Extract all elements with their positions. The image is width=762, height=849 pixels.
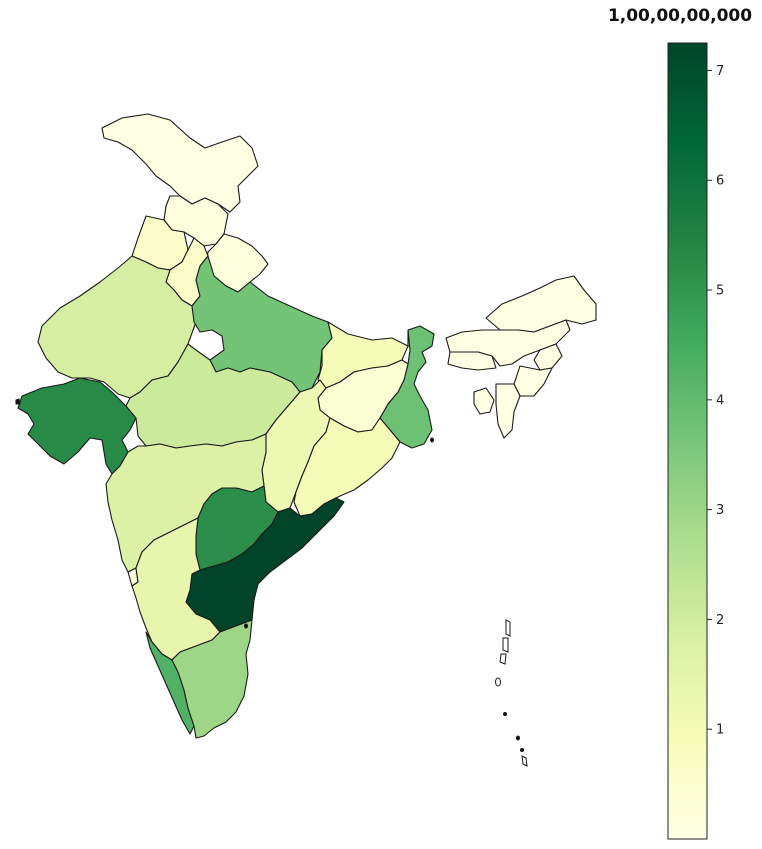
- colorbar-tick-label: 3: [716, 503, 724, 518]
- coastal-dot: [430, 437, 434, 443]
- region-group: [17, 113, 597, 739]
- lakshadweep-dot: [15, 398, 21, 405]
- region-jammu-and-kashmir: [101, 113, 259, 213]
- colorbar-tick-label: 7: [716, 64, 724, 79]
- nicobar-island: [503, 712, 507, 716]
- colorbar-title: 1,00,00,00,000: [607, 6, 753, 26]
- nicobar-island: [520, 748, 524, 752]
- andaman-island: [502, 637, 509, 653]
- nicobar-island: [521, 755, 528, 767]
- region-meghalaya: [447, 351, 497, 371]
- region-manipur: [513, 365, 553, 397]
- island-group: [15, 398, 528, 767]
- colorbar-tick-label: 6: [716, 174, 724, 189]
- colorbar-tick-label: 5: [716, 284, 724, 299]
- nicobar-island: [516, 735, 520, 741]
- india-choropleth-map: [15, 113, 597, 767]
- colorbar-gradient: [667, 42, 708, 840]
- colorbar-tick-label: 1: [716, 723, 724, 738]
- coastal-dot: [244, 623, 248, 629]
- andaman-island: [505, 619, 511, 637]
- colorbar-ticks: 1 2 3 4 5 6 7: [707, 64, 724, 738]
- region-tamil-nadu: [171, 619, 253, 739]
- region-odisha: [293, 417, 401, 517]
- colorbar-tick-label: 4: [716, 393, 724, 408]
- andaman-island: [495, 677, 501, 687]
- colorbar: 1 2 3 4 5 6 7: [667, 42, 724, 840]
- region-mizoram: [495, 383, 521, 439]
- region-arunachal-pradesh: [485, 275, 597, 333]
- colorbar-tick-label: 2: [716, 613, 724, 628]
- region-tripura: [473, 387, 495, 415]
- andaman-island: [499, 653, 507, 665]
